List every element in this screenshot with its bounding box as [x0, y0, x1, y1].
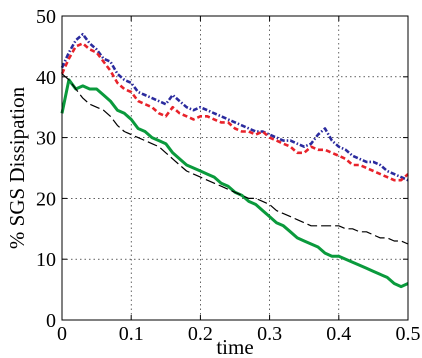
x-tick-label: 0 [57, 323, 67, 345]
y-axis-label: % SGS Dissipation [5, 86, 29, 249]
x-tick-label: 0.4 [326, 323, 351, 345]
y-tick-label: 50 [36, 6, 56, 28]
y-tick-label: 30 [36, 128, 56, 150]
y-tick-label: 10 [36, 249, 56, 271]
x-axis-label: time [216, 335, 253, 358]
y-tick-label: 0 [46, 310, 56, 332]
x-tick-label: 0.2 [188, 323, 213, 345]
y-tick-label: 40 [36, 67, 56, 89]
x-tick-label: 0.1 [119, 323, 144, 345]
y-tick-label: 20 [36, 188, 56, 210]
plot-background [62, 16, 408, 320]
x-tick-label: 0.3 [257, 323, 282, 345]
x-tick-label: 0.5 [396, 323, 421, 345]
